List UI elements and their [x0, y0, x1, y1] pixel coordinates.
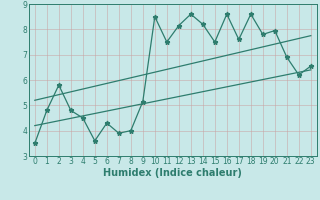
X-axis label: Humidex (Indice chaleur): Humidex (Indice chaleur) [103, 168, 242, 178]
